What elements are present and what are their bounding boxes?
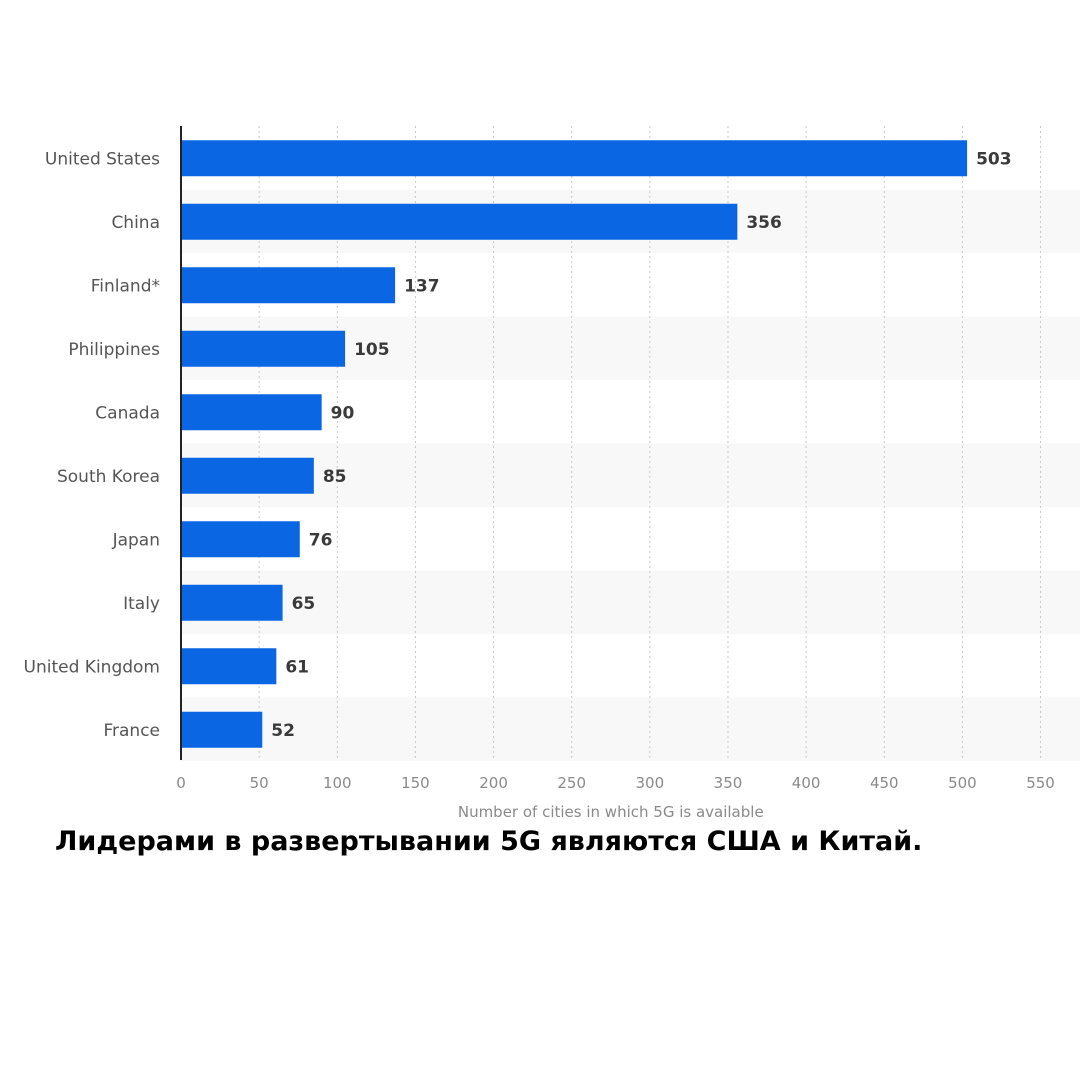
category-label: Japan — [112, 530, 160, 550]
x-tick-label: 550 — [1026, 774, 1055, 792]
value-label: 356 — [746, 213, 782, 233]
value-label: 105 — [354, 340, 390, 360]
value-label: 76 — [309, 530, 333, 550]
category-label: South Korea — [57, 467, 160, 487]
bar — [181, 267, 396, 304]
value-label: 90 — [331, 403, 355, 423]
bar — [181, 521, 300, 558]
row-bands — [181, 189, 1080, 761]
bar — [181, 394, 322, 431]
category-labels: United States China Finland* Philippines Can… — [24, 149, 161, 741]
category-label: China — [111, 213, 160, 233]
bar-chart: United States China Finland* Philippines Can… — [23, 126, 1080, 821]
x-tick-label: 400 — [792, 774, 821, 792]
category-label: United States — [45, 149, 160, 169]
x-tick-label: 0 — [176, 774, 186, 792]
x-tick-labels: 0 50 100 150 200 250 300 350 400 450 500 550 — [176, 774, 1055, 792]
x-tick-label: 250 — [557, 774, 586, 792]
row-band — [181, 697, 1080, 761]
caption-text: Лидерами в развертывании 5G являются США… — [55, 826, 923, 857]
category-label: Finland* — [91, 276, 160, 296]
category-label: Italy — [123, 594, 160, 614]
x-tick-label: 150 — [401, 774, 430, 792]
category-label: United Kingdom — [24, 657, 160, 677]
value-label: 137 — [404, 276, 440, 296]
x-tick-label: 500 — [948, 774, 977, 792]
value-label: 65 — [292, 594, 316, 614]
row-band — [181, 443, 1080, 507]
row-band — [181, 570, 1080, 634]
x-axis-title: Number of cities in which 5G is availabl… — [458, 803, 764, 821]
value-labels: 503 356 137 105 90 85 76 65 61 52 — [271, 149, 1011, 741]
bar — [181, 140, 968, 177]
category-label: France — [103, 721, 160, 741]
bar — [181, 648, 277, 685]
x-tick-label: 300 — [636, 774, 665, 792]
value-label: 85 — [323, 467, 347, 487]
bar — [181, 203, 738, 240]
category-label: Canada — [95, 403, 160, 423]
bar — [181, 330, 346, 367]
value-label: 503 — [976, 149, 1012, 169]
x-tick-label: 200 — [479, 774, 508, 792]
value-label: 52 — [271, 721, 295, 741]
bars — [181, 140, 968, 748]
x-tick-label: 100 — [323, 774, 352, 792]
x-tick-label: 350 — [714, 774, 743, 792]
bar — [181, 711, 263, 748]
bar — [181, 584, 283, 621]
x-tick-label: 450 — [870, 774, 899, 792]
category-label: Philippines — [68, 340, 160, 360]
x-tick-label: 50 — [250, 774, 269, 792]
value-label: 61 — [285, 657, 309, 677]
bar — [181, 457, 314, 494]
